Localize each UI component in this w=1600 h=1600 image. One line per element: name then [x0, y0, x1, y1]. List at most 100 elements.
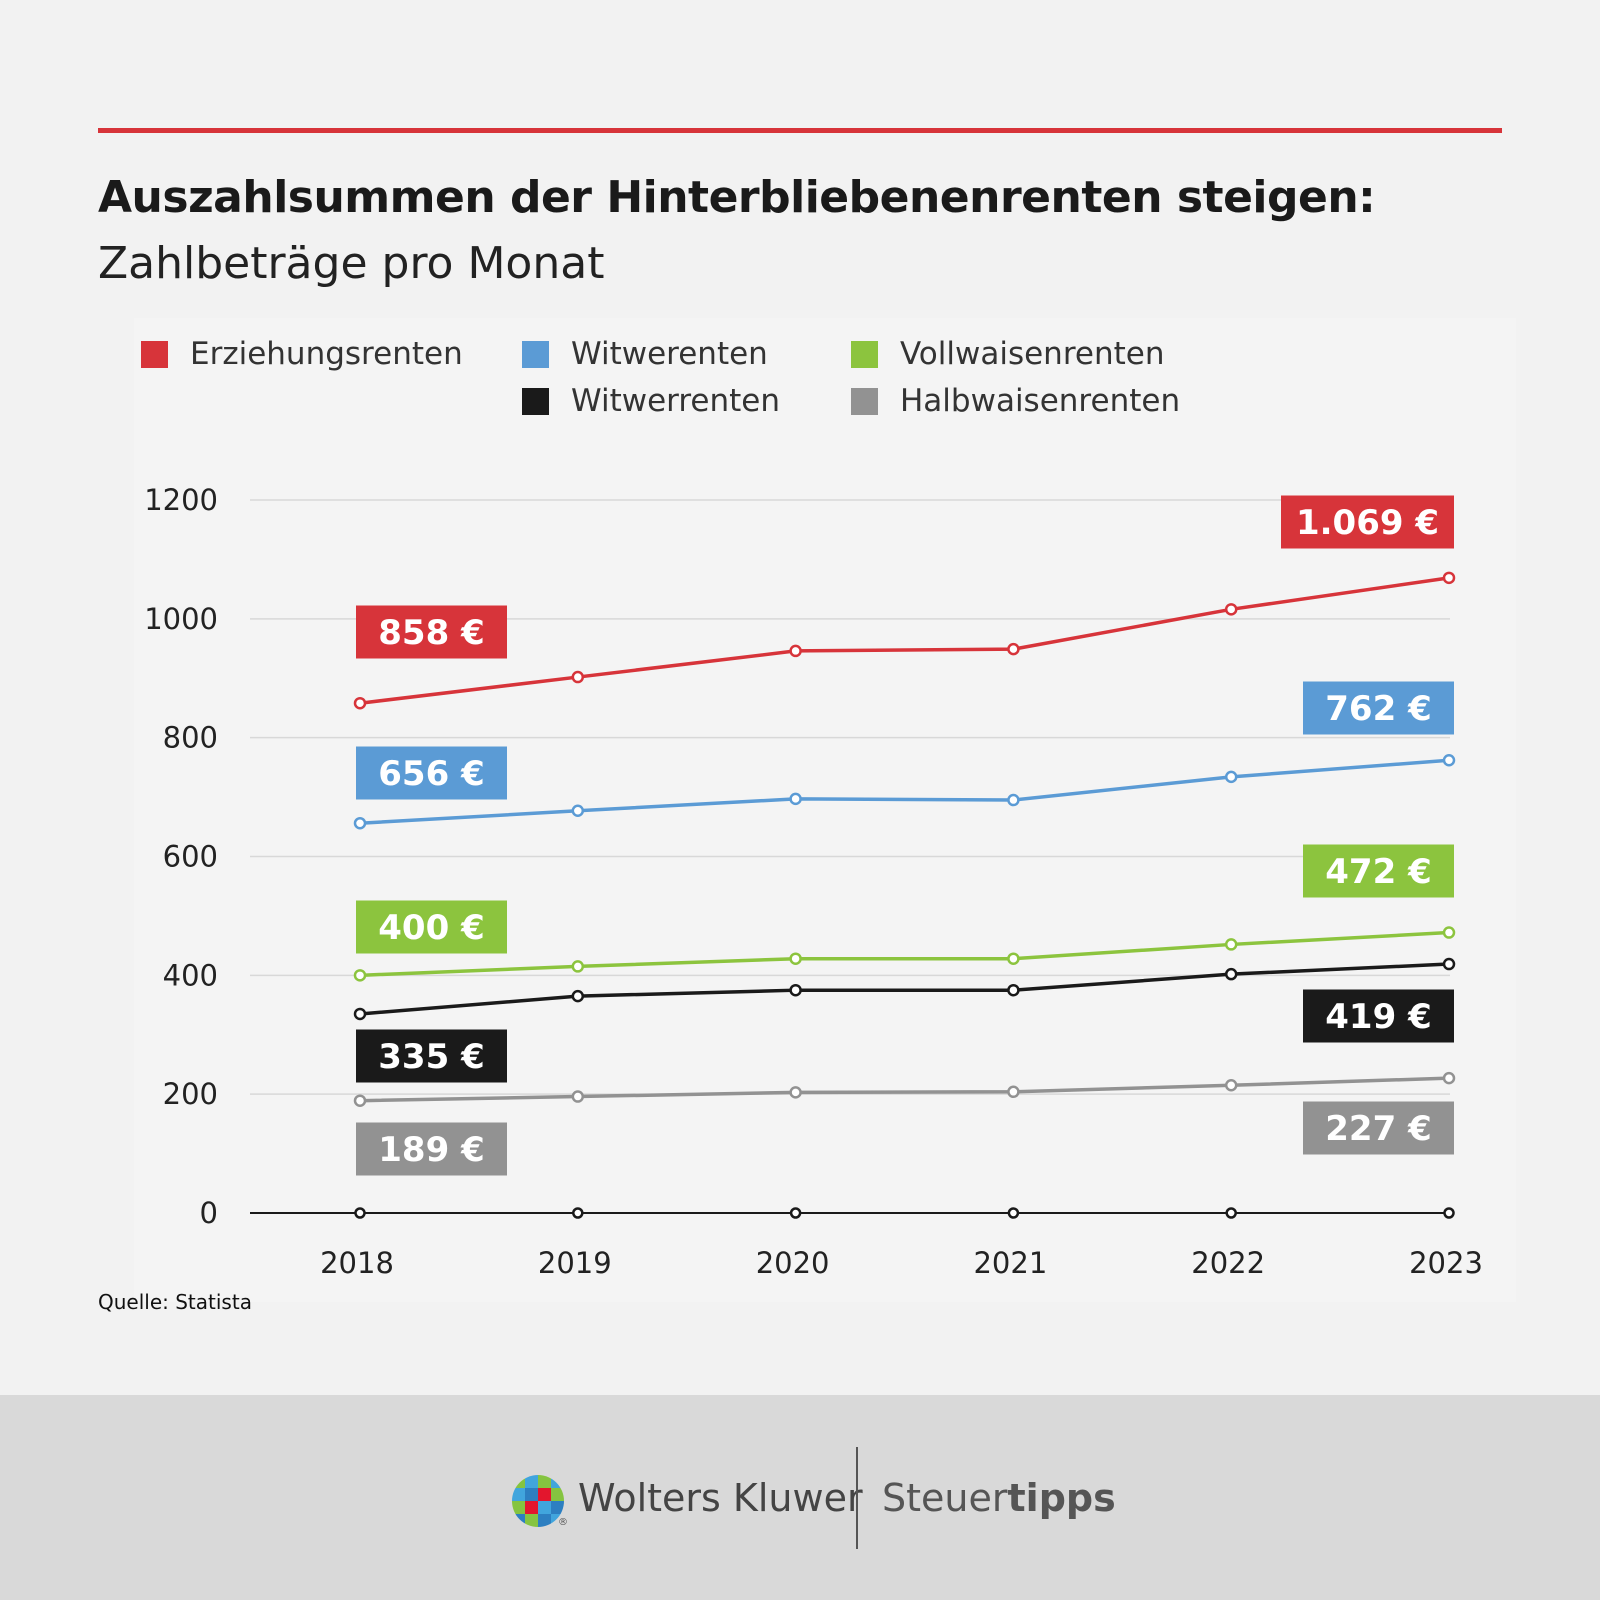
value-label-Witwerrenten-first-box	[356, 1029, 507, 1083]
series-line-Halbwaisenrenten	[359, 1076, 1450, 1103]
value-label-Witwerrenten-first: 335 €	[378, 1037, 484, 1077]
legend-item-witwerenten: Witwerenten	[522, 336, 768, 372]
x-tick-label-2019: 2019	[538, 1246, 612, 1280]
point-Witwerenten-2018	[353, 816, 367, 830]
x-tick-label-2022: 2022	[1191, 1246, 1265, 1280]
y-tick-label-0: 0	[200, 1196, 218, 1230]
point-Vollwaisenrenten-2018	[353, 969, 367, 982]
y-tick-label-200: 200	[163, 1077, 218, 1111]
point-Halbwaisenrenten-2021	[1007, 1085, 1020, 1099]
legend-item-erziehungsrenten: Erziehungsrenten	[141, 336, 463, 372]
y-tick-label-600: 600	[163, 840, 218, 874]
point-Erziehungsrenten-2020	[789, 644, 802, 658]
y-tick-label-1000: 1000	[144, 602, 218, 636]
steuertipps-light: Steuer	[882, 1476, 1008, 1520]
value-label-Vollwaisenrenten-last: 472 €	[1325, 852, 1431, 892]
value-label-Erziehungsrenten-last-box	[1281, 495, 1454, 549]
baseline-marker-2022	[1225, 1207, 1237, 1219]
legend-label: Halbwaisenrenten	[900, 383, 1181, 419]
legend-item-vollwaisenrenten: Vollwaisenrenten	[851, 336, 1164, 372]
point-Halbwaisenrenten-2022	[1224, 1079, 1238, 1092]
legend-swatch-gray	[851, 387, 878, 415]
value-label-Witwerenten-first-box	[356, 746, 507, 800]
value-label-Vollwaisenrenten-first: 400 €	[378, 908, 484, 948]
value-label-Witwerrenten-last: 419 €	[1325, 997, 1431, 1037]
point-Halbwaisenrenten-2020	[789, 1086, 802, 1099]
chart-title: Auszahlsummen der Hinterbliebenenrenten …	[98, 172, 1376, 223]
x-tick-label-2023: 2023	[1409, 1246, 1483, 1280]
top-accent-rule	[98, 128, 1502, 133]
legend-item-witwerrenten: Witwerrenten	[522, 383, 780, 419]
value-label-Halbwaisenrenten-last: 227 €	[1325, 1109, 1431, 1149]
value-label-Erziehungsrenten-first-box	[356, 605, 507, 659]
brand-divider	[856, 1447, 858, 1549]
point-Erziehungsrenten-2018	[353, 696, 367, 710]
legend-swatch-green	[851, 340, 878, 368]
point-Witwerenten-2022	[1224, 770, 1238, 784]
point-Vollwaisenrenten-2020	[789, 952, 802, 965]
value-label-Witwerenten-last: 762 €	[1325, 689, 1431, 729]
x-tick-label-2020: 2020	[756, 1246, 830, 1280]
legend-label: Vollwaisenrenten	[900, 336, 1165, 372]
point-Halbwaisenrenten-2023	[1442, 1071, 1456, 1085]
point-Witwerrenten-2020	[789, 983, 802, 997]
value-label-Halbwaisenrenten-first: 189 €	[378, 1130, 484, 1170]
steuertipps-brand-text: Steuertipps	[882, 1476, 1116, 1520]
value-label-Witwerrenten-last-box	[1303, 989, 1454, 1043]
point-Erziehungsrenten-2021	[1007, 642, 1020, 656]
value-label-Erziehungsrenten-first: 858 €	[378, 613, 484, 653]
footer-brand: ® Wolters Kluwer Steuertipps	[0, 1445, 1600, 1555]
footer-bar	[0, 1395, 1600, 1600]
series-line-Witwerenten	[359, 758, 1450, 825]
point-Vollwaisenrenten-2022	[1224, 938, 1238, 951]
point-Witwerrenten-2021	[1007, 983, 1020, 997]
point-Witwerrenten-2019	[571, 989, 585, 1003]
legend-label: Witwerenten	[571, 336, 768, 372]
value-label-Witwerenten-first: 656 €	[378, 754, 484, 794]
y-tick-label-1200: 1200	[144, 483, 218, 517]
legend-label: Erziehungsrenten	[190, 336, 463, 372]
point-Vollwaisenrenten-2021	[1007, 952, 1020, 965]
x-tick-label-2018: 2018	[320, 1246, 394, 1280]
value-label-Halbwaisenrenten-first-box	[356, 1122, 507, 1176]
value-label-Witwerenten-last-box	[1303, 681, 1454, 735]
baseline-marker-2021	[1007, 1207, 1020, 1219]
point-Vollwaisenrenten-2023	[1442, 926, 1456, 939]
source-note: Quelle: Statista	[98, 1290, 252, 1314]
point-Erziehungsrenten-2022	[1224, 603, 1238, 616]
baseline-marker-2018	[354, 1207, 366, 1219]
value-label-Halbwaisenrenten-last-box	[1303, 1101, 1454, 1155]
point-Vollwaisenrenten-2019	[571, 960, 585, 973]
point-Witwerenten-2023	[1442, 753, 1456, 767]
point-Erziehungsrenten-2019	[571, 670, 585, 684]
point-Erziehungsrenten-2023	[1442, 571, 1456, 585]
chart-subtitle: Zahlbeträge pro Monat	[98, 238, 605, 289]
point-Witwerrenten-2023	[1442, 957, 1456, 971]
steuertipps-bold: tipps	[1007, 1476, 1116, 1520]
series-line-Erziehungsrenten	[359, 576, 1450, 705]
series-line-Vollwaisenrenten	[359, 930, 1450, 978]
wolters-kluwer-brand-text: Wolters Kluwer	[578, 1476, 863, 1520]
legend-label: Witwerrenten	[571, 383, 781, 419]
series-line-Witwerrenten	[359, 962, 1450, 1016]
point-Witwerrenten-2018	[353, 1007, 367, 1021]
value-label-Vollwaisenrenten-last-box	[1303, 844, 1454, 898]
point-Witwerenten-2021	[1007, 793, 1020, 807]
registered-mark: ®	[558, 1517, 568, 1528]
wolters-kluwer-logo-icon	[512, 1475, 564, 1527]
legend-swatch-black	[522, 387, 549, 415]
baseline-marker-2023	[1443, 1207, 1455, 1219]
point-Witwerenten-2019	[571, 804, 585, 817]
baseline-marker-2020	[789, 1207, 802, 1219]
legend-item-halbwaisenrenten: Halbwaisenrenten	[851, 383, 1180, 419]
legend-swatch-blue	[522, 340, 549, 368]
x-tick-label-2021: 2021	[973, 1246, 1047, 1280]
value-label-Erziehungsrenten-last: 1.069 €	[1296, 503, 1439, 543]
point-Halbwaisenrenten-2018	[353, 1094, 367, 1107]
y-tick-label-800: 800	[163, 721, 218, 755]
point-Witwerenten-2020	[789, 792, 802, 806]
legend-swatch-red	[141, 340, 168, 368]
y-tick-label-400: 400	[163, 958, 218, 992]
point-Halbwaisenrenten-2019	[571, 1090, 585, 1103]
